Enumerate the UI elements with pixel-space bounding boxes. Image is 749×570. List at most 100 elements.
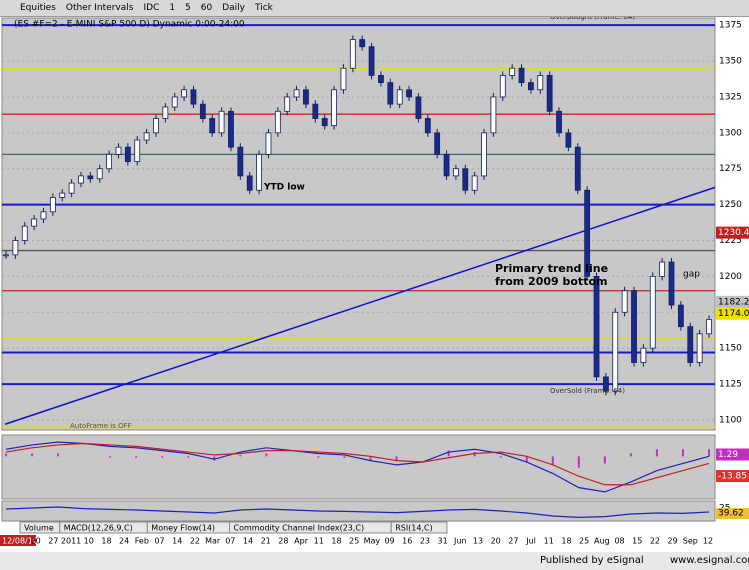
candle [31, 218, 38, 227]
toolbar-button[interactable]: 5 [185, 3, 191, 13]
footer-text: Published by eSignal [540, 555, 644, 566]
y-tick-label: 1150 [719, 344, 742, 354]
toolbar-button[interactable]: Equities [20, 3, 56, 13]
candle [612, 311, 619, 392]
x-tick-label: 31 [438, 537, 448, 546]
x-tick-label: 12 [703, 537, 713, 546]
y-tick-label: 1100 [719, 415, 742, 425]
y-tick-label: 1350 [719, 57, 742, 67]
candle [490, 96, 497, 134]
annotation: OverBought (Frame: 64) [550, 17, 635, 21]
candle [96, 168, 103, 180]
candle [49, 197, 56, 213]
candle [143, 132, 150, 141]
tab-label: MACD(12,26,9,C) [64, 524, 133, 533]
candle [218, 110, 225, 134]
price-label-bg [716, 226, 749, 239]
value-label-bg [716, 448, 749, 461]
candle [631, 290, 637, 363]
candle [368, 46, 375, 76]
candle [190, 89, 197, 105]
candle [3, 254, 9, 257]
annotation: gap [683, 270, 700, 280]
toolbar-button[interactable]: IDC [143, 3, 160, 13]
x-tick-label: 14 [243, 537, 253, 546]
x-tick-label: Jul [525, 537, 536, 546]
candle [68, 182, 75, 194]
candle [584, 189, 591, 277]
x-tick-label: 25 [349, 537, 359, 546]
annotation: Primary trend line [495, 262, 608, 275]
value-label: 39.62 [718, 509, 744, 519]
candle [565, 132, 572, 148]
x-tick-label: 27 [508, 537, 518, 546]
x-tick-label: May [364, 537, 381, 546]
x-tick-label: 15 [632, 537, 642, 546]
candle [518, 67, 525, 83]
candle [228, 110, 234, 148]
x-tick-label: 23 [420, 537, 430, 546]
rsi-panel [1, 500, 716, 522]
x-tick-label: Apr [294, 537, 309, 546]
value-label: 1.29 [718, 450, 738, 460]
footer-link[interactable]: www.esignal.com [670, 555, 749, 566]
candle [331, 89, 337, 127]
x-tick-label: 25 [579, 537, 589, 546]
chart-title: (ES #F=2 - E-MINI S&P 500 D) Dynamic 0:0… [14, 20, 245, 30]
annotation: OverSold (Frame: 64) [550, 387, 625, 395]
toolbar-button[interactable]: Tick [255, 3, 273, 13]
candle [706, 319, 712, 335]
candle [321, 118, 328, 127]
candle [378, 75, 384, 83]
y-tick-label: 1275 [719, 164, 742, 174]
candle [443, 153, 450, 177]
candle [153, 118, 159, 134]
candle [424, 118, 431, 134]
rsi-line [5, 506, 710, 519]
candle [134, 139, 141, 162]
candle [602, 376, 609, 392]
candle [687, 326, 694, 363]
toolbar-button[interactable]: 60 [200, 3, 213, 13]
x-tick-label: 10 [84, 537, 94, 546]
x-tick-label: 20 [31, 537, 41, 546]
candle [284, 96, 291, 112]
candle [696, 333, 703, 363]
candle [106, 153, 113, 170]
tab-label: Money Flow(14) [151, 524, 215, 533]
tab-label: Commodity Channel Index(23,C) [234, 524, 365, 533]
x-tick-label: 24 [119, 537, 129, 546]
toolbar-button[interactable]: Daily [222, 3, 246, 13]
price-label-bg [716, 307, 749, 320]
candle [668, 261, 675, 306]
x-tick-label: Jun [453, 537, 467, 546]
x-tick-label: 29 [668, 537, 678, 546]
candle [640, 347, 647, 363]
tab-label: RSI(14,C) [395, 524, 433, 533]
y-tick-label: 1325 [719, 92, 742, 102]
annotation: YTD low [263, 183, 305, 193]
candle [246, 175, 253, 191]
candle [256, 153, 262, 191]
tab-label: Volume [24, 524, 54, 533]
x-tick-label: 08 [614, 537, 624, 546]
x-tick-label: 13 [473, 537, 483, 546]
tab[interactable] [390, 521, 448, 534]
x-tick-label: 27 [48, 537, 58, 546]
candle [359, 39, 366, 48]
x-tick-label: 11 [314, 537, 324, 546]
candle [265, 132, 272, 155]
price-label: 1230.48 [718, 228, 749, 238]
toolbar-button[interactable]: Other Intervals [65, 3, 134, 13]
footer: Published by eSignal www.esignal.com [0, 552, 749, 570]
value-label-bg [716, 470, 749, 483]
signal-line [5, 442, 710, 486]
x-tick-label: Sep [683, 537, 698, 546]
macd-line [5, 441, 710, 493]
candle [537, 75, 544, 91]
price-label: 1182.25 [718, 297, 749, 307]
x-tick-label: 28 [278, 537, 288, 546]
toolbar-button[interactable]: 1 [169, 3, 176, 13]
x-tick-label: Aug [594, 537, 610, 546]
